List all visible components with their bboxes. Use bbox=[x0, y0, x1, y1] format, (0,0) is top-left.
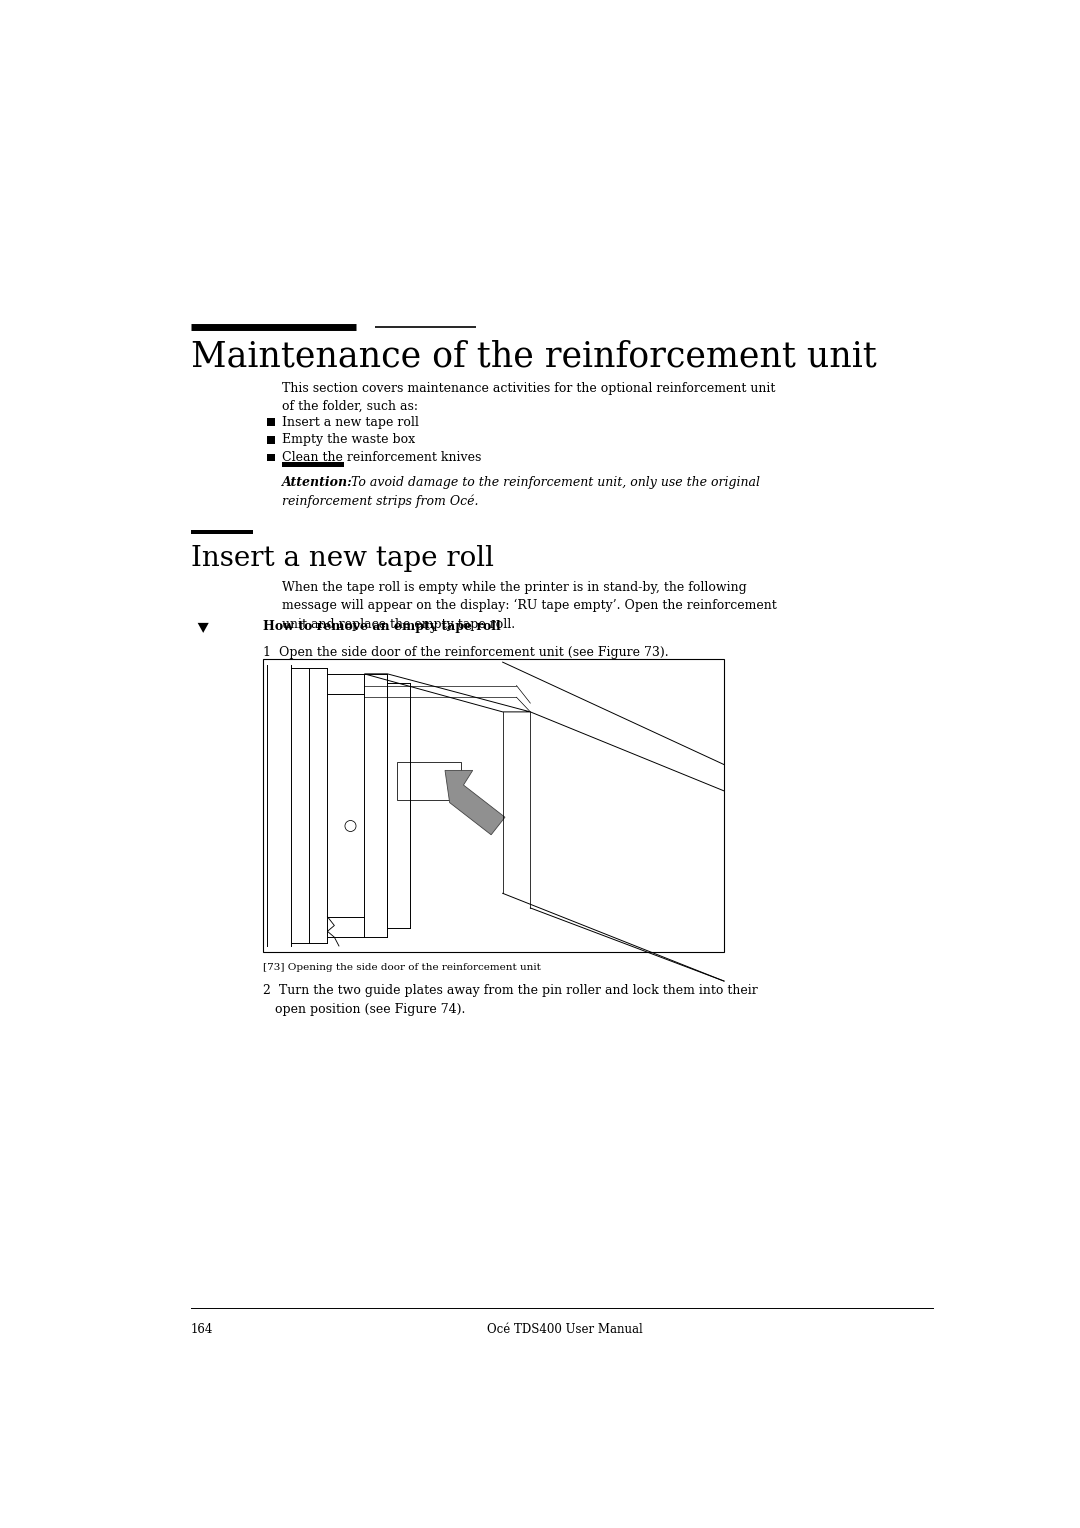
Bar bbox=[191, 530, 253, 535]
Text: Océ TDS400 User Manual: Océ TDS400 User Manual bbox=[486, 1323, 643, 1335]
Text: To avoid damage to the reinforcement unit, only use the original: To avoid damage to the reinforcement uni… bbox=[347, 475, 759, 489]
Text: Empty the waste box: Empty the waste box bbox=[282, 434, 416, 446]
Text: Attention:: Attention: bbox=[282, 475, 353, 489]
Text: reinforcement strips from Océ.: reinforcement strips from Océ. bbox=[282, 495, 478, 507]
Polygon shape bbox=[198, 623, 208, 633]
Text: unit and replace the empty tape roll.: unit and replace the empty tape roll. bbox=[282, 617, 515, 631]
Bar bbox=[267, 454, 274, 461]
Bar bbox=[267, 419, 274, 426]
Bar bbox=[282, 463, 345, 466]
Text: message will appear on the display: ‘RU tape empty’. Open the reinforcement: message will appear on the display: ‘RU … bbox=[282, 599, 777, 613]
Text: Maintenance of the reinforcement unit: Maintenance of the reinforcement unit bbox=[191, 339, 877, 374]
Text: When the tape roll is empty while the printer is in stand-by, the following: When the tape roll is empty while the pr… bbox=[282, 581, 747, 594]
Text: 2  Turn the two guide plates away from the pin roller and lock them into their: 2 Turn the two guide plates away from th… bbox=[262, 984, 758, 998]
Text: open position (see Figure 74).: open position (see Figure 74). bbox=[262, 1002, 465, 1016]
Text: 164: 164 bbox=[191, 1323, 213, 1335]
Text: [73] Opening the side door of the reinforcement unit: [73] Opening the side door of the reinfo… bbox=[262, 963, 541, 972]
Text: Insert a new tape roll: Insert a new tape roll bbox=[282, 416, 419, 428]
Bar bbox=[262, 659, 724, 952]
Bar bbox=[396, 761, 461, 799]
Polygon shape bbox=[364, 674, 530, 712]
Text: This section covers maintenance activities for the optional reinforcement unit: This section covers maintenance activiti… bbox=[282, 382, 775, 396]
Text: Insert a new tape roll: Insert a new tape roll bbox=[191, 545, 494, 573]
Text: of the folder, such as:: of the folder, such as: bbox=[282, 400, 418, 413]
Polygon shape bbox=[445, 770, 505, 834]
Text: Clean the reinforcement knives: Clean the reinforcement knives bbox=[282, 451, 482, 465]
Text: How to remove an empty tape roll: How to remove an empty tape roll bbox=[262, 620, 501, 634]
Bar bbox=[267, 435, 274, 443]
Text: 1  Open the side door of the reinforcement unit (see Figure 73).: 1 Open the side door of the reinforcemen… bbox=[262, 646, 669, 659]
